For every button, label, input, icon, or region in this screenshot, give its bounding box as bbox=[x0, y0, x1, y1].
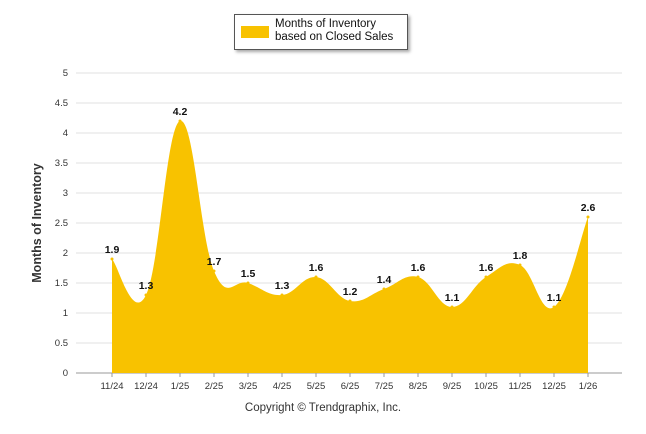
y-tick-label: 2.5 bbox=[55, 218, 68, 229]
x-tick-label: 1/25 bbox=[171, 381, 190, 392]
data-point bbox=[382, 287, 386, 291]
x-tick-label: 1/26 bbox=[579, 381, 598, 392]
data-point bbox=[518, 263, 522, 267]
data-label: 1.1 bbox=[445, 292, 460, 304]
data-label: 1.4 bbox=[377, 274, 392, 286]
area-series bbox=[112, 120, 588, 373]
data-point bbox=[212, 269, 216, 273]
data-label: 1.5 bbox=[241, 268, 256, 280]
data-point bbox=[586, 215, 590, 219]
data-label: 1.2 bbox=[343, 286, 358, 298]
x-tick-label: 11/24 bbox=[100, 381, 123, 392]
data-label: 1.3 bbox=[275, 280, 290, 292]
x-tick-label: 9/25 bbox=[443, 381, 462, 392]
data-point bbox=[416, 275, 420, 279]
x-tick-label: 12/24 bbox=[134, 381, 158, 392]
x-tick-label: 4/25 bbox=[273, 381, 292, 392]
y-tick-label: 3.5 bbox=[55, 158, 68, 169]
data-point bbox=[144, 293, 148, 297]
copyright-text: Copyright © Trendgraphix, Inc. bbox=[244, 402, 402, 414]
data-point bbox=[450, 305, 454, 309]
data-point bbox=[348, 299, 352, 303]
data-label: 1.6 bbox=[479, 262, 494, 274]
data-label: 1.7 bbox=[207, 256, 222, 268]
y-tick-label: 0.5 bbox=[55, 338, 68, 349]
data-label: 2.6 bbox=[581, 202, 596, 214]
data-point bbox=[280, 293, 284, 297]
x-tick-label: 11/25 bbox=[508, 381, 531, 392]
y-tick-label: 2 bbox=[63, 248, 68, 259]
data-point bbox=[246, 281, 250, 285]
legend-swatch bbox=[241, 26, 269, 38]
x-tick-label: 3/25 bbox=[239, 381, 258, 392]
data-label: 1.9 bbox=[105, 244, 120, 256]
x-tick-label: 8/25 bbox=[409, 381, 428, 392]
y-tick-label: 1.5 bbox=[55, 278, 68, 289]
x-tick-label: 5/25 bbox=[307, 381, 326, 392]
data-point bbox=[110, 257, 114, 261]
x-tick-label: 7/25 bbox=[375, 381, 394, 392]
y-tick-label: 3 bbox=[63, 188, 68, 199]
y-tick-label: 5 bbox=[63, 68, 68, 79]
x-tick-label: 6/25 bbox=[341, 381, 360, 392]
y-tick-label: 0 bbox=[63, 368, 68, 379]
x-tick-label: 2/25 bbox=[205, 381, 224, 392]
legend-label: Months of Inventory based on Closed Sale… bbox=[275, 18, 394, 43]
y-tick-label: 1 bbox=[63, 308, 68, 319]
data-label: 1.1 bbox=[547, 292, 562, 304]
data-label: 1.6 bbox=[309, 262, 324, 274]
legend: Months of Inventory based on Closed Sale… bbox=[234, 14, 408, 50]
x-tick-label: 12/25 bbox=[542, 381, 566, 392]
x-tick-label: 10/25 bbox=[474, 381, 498, 392]
data-point bbox=[484, 275, 488, 279]
data-label: 1.3 bbox=[139, 280, 154, 292]
y-tick-label: 4 bbox=[63, 128, 68, 139]
data-point bbox=[314, 275, 318, 279]
data-label: 4.2 bbox=[173, 106, 188, 118]
data-point bbox=[178, 119, 182, 123]
data-label: 1.6 bbox=[411, 262, 426, 274]
data-point bbox=[552, 305, 556, 309]
data-label: 1.8 bbox=[513, 250, 528, 262]
y-tick-label: 4.5 bbox=[55, 98, 68, 109]
area-chart: 0 0.5 1 1.5 2 2.5 3 3.5 4 4.5 5 11/24 12/24 1/25 2/25 3… bbox=[55, 68, 622, 392]
